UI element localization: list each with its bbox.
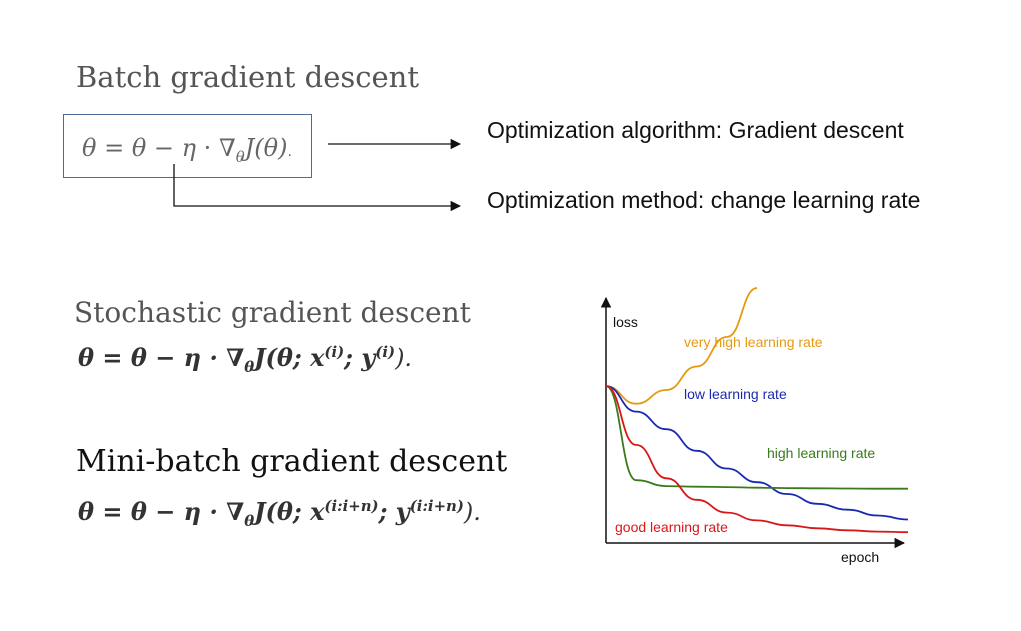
series-line-high-learning-rate xyxy=(605,385,908,490)
batch-heading: Batch gradient descent xyxy=(76,60,420,94)
series-line-low-learning-rate xyxy=(605,385,909,521)
annotation-optimization-method: Optimization method: change learning rat… xyxy=(487,187,921,213)
series-line-very-high-learning-rate xyxy=(605,287,758,405)
annotation-optimization-algorithm: Optimization algorithm: Gradient descent xyxy=(487,117,904,143)
legend-low-learning-rate: low learning rate xyxy=(684,386,787,402)
minibatch-formula: θ = θ − η · ∇θJ(θ; x(i:i+n); y(i:i+n)). xyxy=(78,497,481,530)
sgd-heading: Stochastic gradient descent xyxy=(74,296,471,329)
legend-high-learning-rate: high learning rate xyxy=(767,445,875,461)
batch-formula-box xyxy=(63,114,312,178)
x-axis-label: epoch xyxy=(841,549,879,565)
y-axis-label: loss xyxy=(613,314,638,330)
legend-good-learning-rate: good learning rate xyxy=(615,519,728,535)
arrow-to-method xyxy=(173,164,462,212)
sgd-formula: θ = θ − η · ∇θJ(θ; x(i); y(i)). xyxy=(78,343,413,376)
series-line-good-learning-rate xyxy=(605,385,909,534)
minibatch-heading: Mini-batch gradient descent xyxy=(76,444,508,479)
legend-very-high-learning-rate: very high learning rate xyxy=(684,334,823,350)
batch-formula: θ = θ − η · ∇θJ(θ). xyxy=(82,134,292,166)
